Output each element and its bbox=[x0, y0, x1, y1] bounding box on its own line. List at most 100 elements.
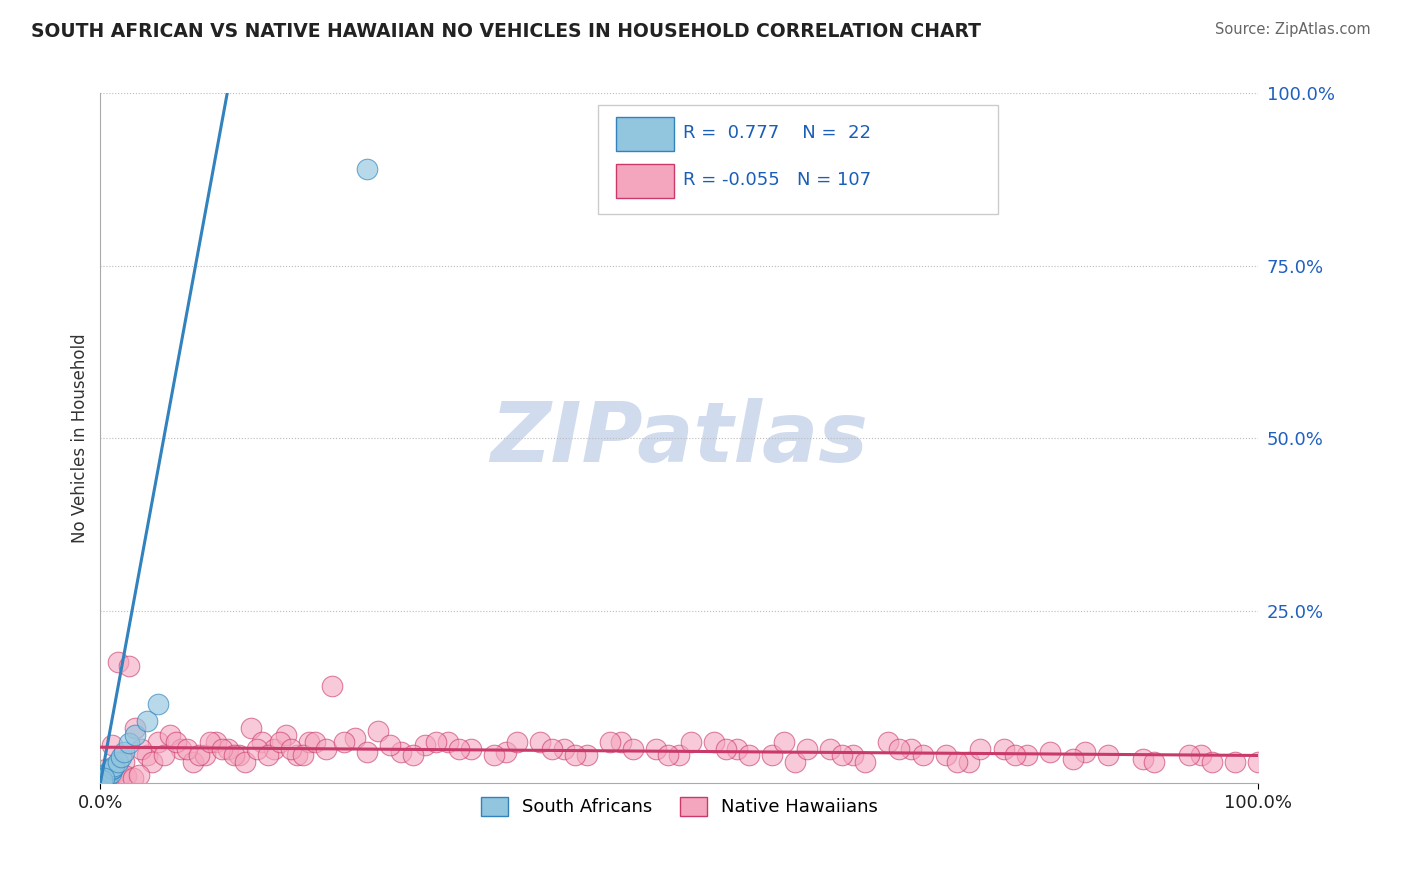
Point bbox=[176, 741, 198, 756]
Point bbox=[124, 721, 146, 735]
Point bbox=[94, 769, 117, 783]
Point bbox=[159, 728, 181, 742]
Point bbox=[356, 162, 378, 177]
Point bbox=[165, 734, 187, 748]
Point bbox=[103, 759, 125, 773]
Point bbox=[252, 734, 274, 748]
Point bbox=[391, 745, 413, 759]
Point bbox=[148, 734, 170, 748]
Point bbox=[292, 748, 315, 763]
Point bbox=[315, 741, 337, 756]
Point bbox=[1062, 752, 1084, 766]
Point bbox=[900, 741, 922, 756]
Point bbox=[413, 738, 436, 752]
Point bbox=[285, 748, 308, 763]
Point bbox=[90, 772, 112, 787]
Point bbox=[200, 734, 222, 748]
Point bbox=[332, 734, 354, 748]
Point bbox=[1201, 756, 1223, 770]
Point bbox=[969, 741, 991, 756]
Point bbox=[112, 756, 135, 770]
Point bbox=[378, 738, 401, 752]
Point bbox=[993, 741, 1015, 756]
Point bbox=[246, 741, 269, 756]
Point bbox=[94, 762, 117, 776]
Point bbox=[263, 741, 285, 756]
Point bbox=[96, 765, 118, 780]
Text: SOUTH AFRICAN VS NATIVE HAWAIIAN NO VEHICLES IN HOUSEHOLD CORRELATION CHART: SOUTH AFRICAN VS NATIVE HAWAIIAN NO VEHI… bbox=[31, 22, 981, 41]
Point bbox=[842, 748, 865, 763]
Point bbox=[128, 768, 150, 782]
Point bbox=[425, 734, 447, 748]
Point bbox=[1143, 756, 1166, 770]
Point bbox=[738, 748, 761, 763]
Point bbox=[135, 714, 157, 728]
Point bbox=[482, 748, 505, 763]
Point bbox=[1225, 756, 1247, 770]
Point bbox=[100, 765, 122, 780]
Point bbox=[725, 741, 748, 756]
Point bbox=[1189, 748, 1212, 763]
Point bbox=[796, 741, 818, 756]
Point bbox=[304, 734, 326, 748]
Point bbox=[108, 768, 131, 782]
Point bbox=[98, 764, 121, 778]
Point bbox=[280, 741, 302, 756]
Point bbox=[1004, 748, 1026, 763]
Point bbox=[118, 736, 141, 750]
Point bbox=[101, 762, 124, 776]
Point bbox=[402, 748, 425, 763]
Point bbox=[239, 721, 262, 735]
Point bbox=[321, 680, 343, 694]
FancyBboxPatch shape bbox=[616, 164, 673, 198]
Point bbox=[610, 734, 633, 748]
Point bbox=[436, 734, 458, 748]
FancyBboxPatch shape bbox=[616, 117, 673, 152]
Point bbox=[194, 748, 217, 763]
Point bbox=[772, 734, 794, 748]
Point bbox=[367, 724, 389, 739]
Point bbox=[529, 734, 551, 748]
Point bbox=[460, 741, 482, 756]
Text: R =  0.777    N =  22: R = 0.777 N = 22 bbox=[683, 124, 870, 143]
Point bbox=[98, 769, 121, 783]
Point bbox=[449, 741, 471, 756]
Point bbox=[935, 748, 957, 763]
Point bbox=[90, 773, 112, 788]
Point bbox=[356, 745, 378, 759]
Point bbox=[853, 756, 876, 770]
Text: Source: ZipAtlas.com: Source: ZipAtlas.com bbox=[1215, 22, 1371, 37]
Point bbox=[506, 734, 529, 748]
Point bbox=[703, 734, 725, 748]
Point bbox=[110, 749, 132, 764]
Point bbox=[1247, 756, 1270, 770]
Point bbox=[876, 734, 898, 748]
Point bbox=[621, 741, 644, 756]
Point bbox=[1178, 748, 1201, 763]
Point bbox=[495, 745, 517, 759]
Point bbox=[93, 771, 115, 785]
Point bbox=[217, 741, 239, 756]
Point bbox=[911, 748, 934, 763]
Point bbox=[1073, 745, 1095, 759]
Point bbox=[657, 748, 679, 763]
Point bbox=[946, 756, 969, 770]
Point bbox=[269, 734, 291, 748]
Point bbox=[101, 761, 124, 775]
Point bbox=[97, 769, 120, 783]
Point bbox=[1015, 748, 1038, 763]
Point bbox=[785, 756, 807, 770]
Point bbox=[181, 756, 204, 770]
Point bbox=[121, 771, 143, 785]
Point bbox=[107, 756, 129, 770]
Point bbox=[575, 748, 598, 763]
Point bbox=[148, 697, 170, 711]
Point bbox=[135, 748, 157, 763]
Point bbox=[679, 734, 702, 748]
Point bbox=[714, 741, 737, 756]
Y-axis label: No Vehicles in Household: No Vehicles in Household bbox=[72, 334, 89, 543]
Point bbox=[187, 748, 209, 763]
Point bbox=[889, 741, 911, 756]
Point bbox=[118, 658, 141, 673]
Point bbox=[103, 765, 125, 780]
